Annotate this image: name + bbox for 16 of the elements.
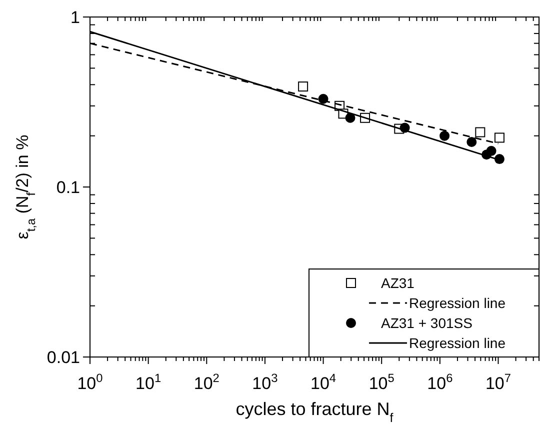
x-tick-label: 10$^{7}$: [485, 371, 512, 393]
x-axis-title: cycles to fracture N$_{f}$: [236, 399, 394, 425]
x-tick-label: 10$^{3}$: [252, 371, 278, 393]
y-tick-label: 0.1: [56, 178, 80, 197]
legend-label: Regression line: [409, 335, 506, 351]
legend-label: AZ31: [381, 275, 415, 291]
legend-label: Regression line: [409, 295, 506, 311]
x-tick-label: 10$^{1}$: [136, 371, 162, 393]
legend-label: AZ31 + 301SS: [381, 315, 472, 331]
x-tick-label: 10$^{2}$: [194, 371, 220, 393]
y-tick-label: 1: [70, 8, 80, 27]
x-tick-label: 10$^{4}$: [310, 371, 336, 393]
x-tick-label: 10$^{5}$: [368, 371, 395, 393]
x-tick-label: 10$^{0}$: [77, 371, 104, 393]
x-tick-label: 10$^{6}$: [427, 371, 454, 393]
y-tick-label: 0.01: [46, 348, 80, 367]
